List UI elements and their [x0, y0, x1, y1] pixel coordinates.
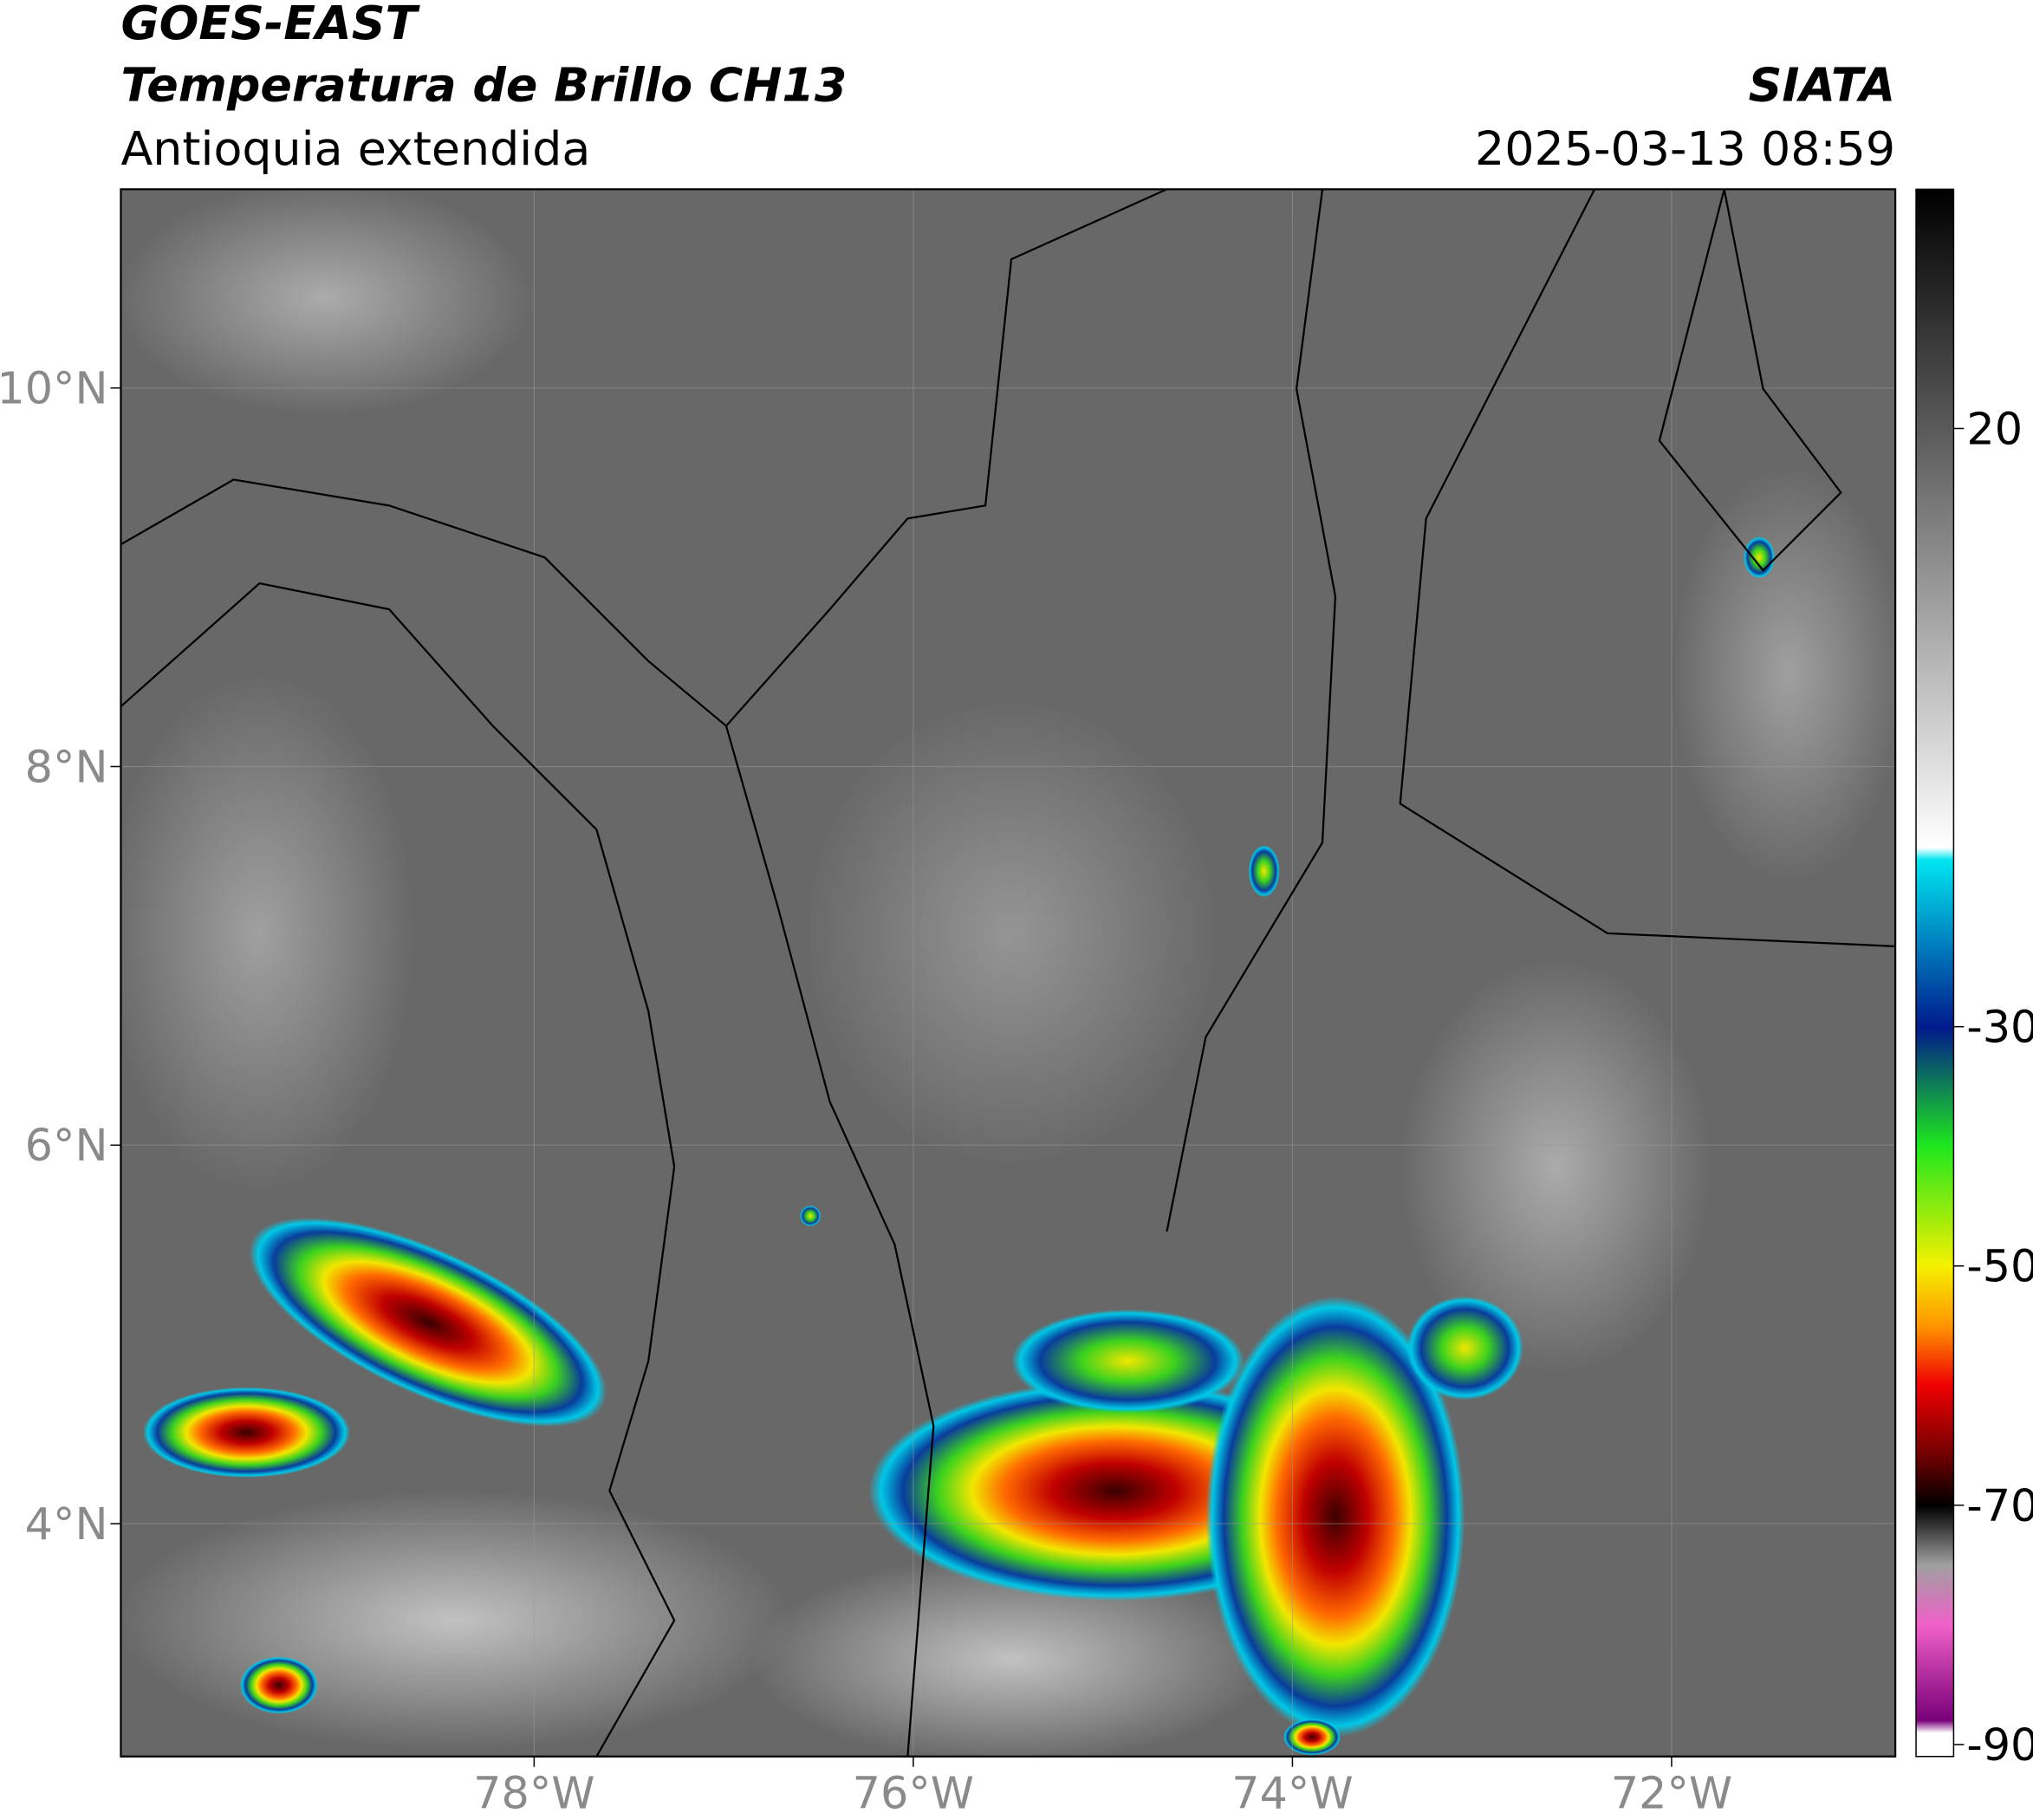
colorbar-tick-label: -70: [1966, 1480, 2033, 1531]
region: Antioquia extendida: [120, 121, 590, 176]
cloud: [751, 1555, 1271, 1757]
map-image: [120, 189, 1896, 1757]
colorbar-tick-label: 20: [1966, 403, 2023, 454]
y-tick-label: 8°N: [25, 741, 108, 792]
storm: [1205, 1296, 1465, 1738]
cloud: [803, 699, 1219, 1167]
storm: [800, 1206, 822, 1226]
storm: [1406, 1296, 1523, 1401]
axes: 78°W 76°W 74°W 72°W 10°N 8°N 6°N 4°N: [0, 363, 1732, 1819]
colorbar-tick-label: -30: [1966, 1002, 2033, 1053]
cloud: [120, 1491, 791, 1751]
timestamp: 2025-03-13 08:59: [1475, 121, 1895, 176]
storm: [1248, 845, 1280, 898]
cloud: [120, 673, 415, 1193]
cloud: [1400, 959, 1711, 1375]
storm: [142, 1387, 351, 1479]
source: SIATA: [1749, 58, 1896, 113]
storm: [1744, 536, 1775, 579]
colorbar-tick-label: -50: [1966, 1241, 2033, 1292]
storm: [1283, 1719, 1341, 1756]
colorbar: [1915, 188, 1955, 1758]
storm: [249, 1218, 607, 1427]
x-tick-label: 74°W: [1231, 1768, 1353, 1819]
x-tick-label: 72°W: [1611, 1768, 1732, 1819]
title: GOES-EAST: [120, 0, 420, 50]
y-tick-label: 4°N: [25, 1498, 108, 1550]
map-frame: [120, 188, 1897, 1758]
storm: [240, 1656, 318, 1714]
colorbar-tick-label: -90: [1966, 1719, 2033, 1771]
storm: [1011, 1309, 1245, 1414]
x-tick-label: 76°W: [853, 1768, 974, 1819]
y-tick-label: 10°N: [0, 363, 107, 414]
cloud: [120, 189, 532, 415]
colorbar-ticks: 20 -30 -50 -70 -90: [1953, 403, 2033, 1771]
x-tick-label: 78°W: [473, 1768, 594, 1819]
grid: [120, 189, 1896, 1757]
subtitle: Temperatura de Brillo CH13: [120, 58, 847, 113]
borders: [120, 189, 1896, 1757]
y-tick-label: 6°N: [25, 1120, 108, 1171]
cloud: [1672, 466, 1896, 882]
